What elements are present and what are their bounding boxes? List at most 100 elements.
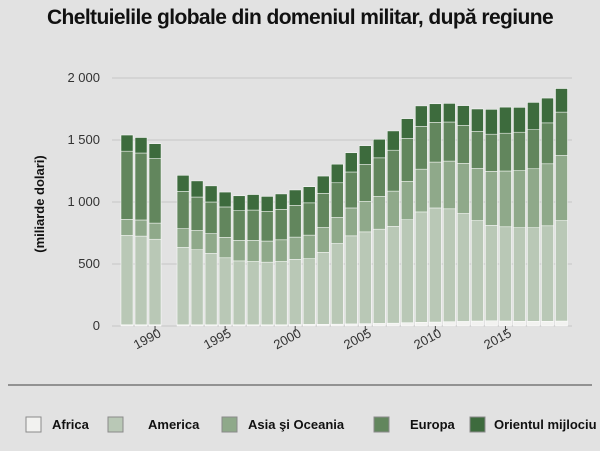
bar-segment (387, 149, 400, 192)
bar-segment (345, 207, 358, 237)
bar-segment (316, 324, 330, 327)
bar-segment (246, 209, 260, 241)
bar-segment (302, 202, 316, 236)
bar-segment (485, 171, 498, 226)
bar-segment (359, 164, 372, 202)
bar-segment (429, 207, 442, 323)
bar-segment (555, 320, 568, 327)
bar-segment (246, 194, 260, 211)
bar-segment (401, 118, 414, 139)
legend-label: Orientul mijlociu (494, 417, 597, 432)
bar-segment (555, 155, 568, 221)
bar-segment (387, 322, 400, 327)
bar-segment (527, 102, 540, 130)
bar-segment (218, 191, 232, 208)
bar-segment (373, 157, 386, 197)
bar-segment (527, 227, 540, 322)
bar-segment (148, 143, 162, 159)
bar-segment (401, 138, 414, 182)
x-tick-label: 1990 (131, 325, 164, 352)
bar-segment (274, 193, 288, 210)
bar-segment (190, 249, 204, 326)
bar-segment (485, 320, 498, 327)
bar-segment (387, 130, 400, 151)
bar-segment (288, 259, 302, 325)
bar-segment (316, 175, 330, 194)
bar-segment (148, 222, 162, 240)
bar-segment (345, 323, 358, 327)
bar-segment (527, 129, 540, 170)
bar-segment (541, 321, 554, 327)
bar-segment (260, 261, 274, 326)
bar-segment (260, 240, 274, 263)
x-tick-label: 2015 (481, 325, 514, 352)
bar-segment (176, 175, 190, 192)
bar-segment (274, 261, 288, 326)
bar-segment (415, 168, 428, 213)
bar-segment (330, 217, 344, 244)
bar-segment (457, 321, 470, 327)
legend-label: Europa (410, 417, 456, 432)
bars (120, 88, 568, 327)
bar-segment (120, 235, 134, 326)
bar-segment (541, 225, 554, 322)
bar-segment (485, 133, 498, 172)
bar-segment (218, 206, 232, 238)
bar-segment (134, 137, 148, 154)
bar-segment (527, 168, 540, 228)
bar-segment (330, 323, 344, 327)
bar-segment (204, 253, 218, 326)
bar-segment (541, 122, 554, 165)
bar-segment (471, 320, 484, 327)
bar-segment (555, 88, 568, 113)
bar-segment (387, 190, 400, 227)
chart-title: Cheltuielile globale din domeniul milita… (46, 6, 554, 29)
bar-segment (316, 193, 330, 228)
x-tick-label: 2010 (411, 325, 444, 352)
bar-segment (373, 323, 386, 327)
bar-segment (513, 107, 526, 133)
bar-segment (527, 321, 540, 327)
bar-segment (218, 257, 232, 326)
y-axis-label: (miliarde dolari) (32, 155, 47, 253)
bar-segment (415, 105, 428, 127)
y-tick-label: 1 000 (67, 194, 100, 209)
bar-segment (288, 205, 302, 238)
bar-segment (218, 237, 232, 259)
bar-segment (204, 201, 218, 234)
bar-segment (415, 322, 428, 327)
legend-swatch (221, 416, 238, 433)
legend-label: America (148, 417, 200, 432)
bar-segment (134, 235, 148, 326)
bar-segment (302, 258, 316, 325)
bar-segment (373, 228, 386, 324)
bar-segment (471, 131, 484, 169)
bar-segment (246, 240, 260, 262)
bar-segment (499, 106, 512, 134)
bar-segment (555, 111, 568, 156)
bar-segment (457, 105, 470, 126)
bar-segment (373, 196, 386, 230)
legend-label: Africa (52, 417, 90, 432)
bar-segment (330, 243, 344, 325)
bar-segment (359, 201, 372, 233)
bar-segment (330, 163, 344, 184)
legend: Africa America Asia şi Oceania Europa Orient… (8, 384, 597, 433)
bar-segment (541, 97, 554, 124)
bar-segment (555, 220, 568, 322)
bar-segment (401, 181, 414, 220)
bar-segment (443, 321, 456, 327)
bar-segment (499, 170, 512, 228)
bar-segment (443, 121, 456, 162)
bar-segment (260, 211, 274, 242)
legend-swatch (373, 416, 390, 433)
y-tick-label: 500 (78, 256, 100, 271)
bar-segment (120, 150, 134, 220)
bar-segment (232, 240, 246, 262)
bar-segment (359, 231, 372, 324)
x-tick-label: 2000 (271, 325, 304, 352)
bar-segment (513, 321, 526, 327)
bar-segment (443, 208, 456, 322)
y-tick-label: 1 500 (67, 132, 100, 147)
